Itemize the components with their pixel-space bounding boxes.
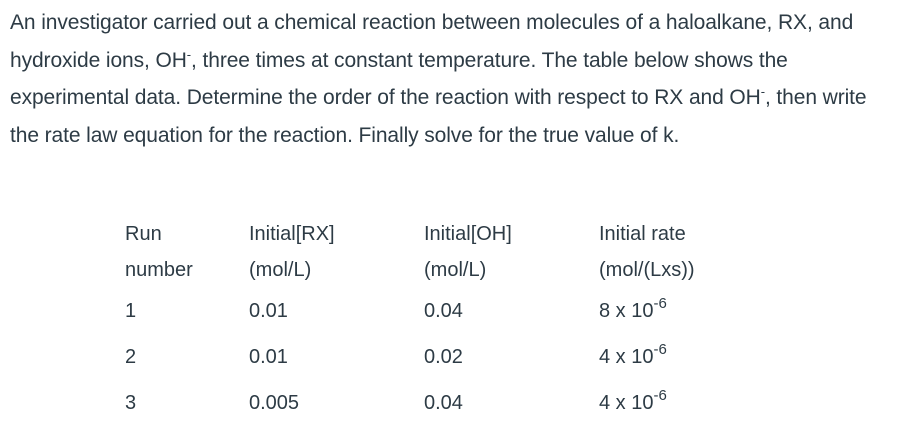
header-rx: Initial[RX] xyxy=(249,222,335,245)
header-rx-unit: (mol/L) xyxy=(249,258,312,281)
header-rate-unit: (mol/(Lxs)) xyxy=(599,258,695,281)
header-oh: Initial[OH] xyxy=(424,222,512,245)
table-row: 2 0.01 0.02 4 x 10-6 xyxy=(115,334,769,380)
initial-rate: 4 x 10-6 xyxy=(589,380,769,426)
run-number: 1 xyxy=(125,299,137,322)
run-number: 3 xyxy=(125,391,137,414)
rate-exponent: -6 xyxy=(653,386,667,404)
table-row: 3 0.005 0.04 4 x 10-6 xyxy=(115,380,769,426)
header-oh-unit: (mol/L) xyxy=(424,258,487,281)
header-run: Run xyxy=(125,222,162,245)
question-text: An investigator carried out a chemical r… xyxy=(10,4,900,154)
rate-exponent: -6 xyxy=(653,294,667,312)
experimental-data-table: Run Initial[RX] Initial[OH] Initial rate… xyxy=(115,216,769,426)
question-part-3: , then write the rate law equation for t… xyxy=(10,86,867,147)
question-part-1: An investigator carried out a chemical r… xyxy=(10,11,854,72)
initial-rate: 4 x 10-6 xyxy=(589,334,769,380)
hydroxide-charge: - xyxy=(186,46,192,62)
rx-concentration: 0.01 xyxy=(249,345,288,368)
initial-rate: 8 x 10-6 xyxy=(589,288,769,334)
rate-exponent: -6 xyxy=(653,340,667,358)
rate-base: 8 x 10 xyxy=(599,299,654,322)
header-row-1: Run Initial[RX] Initial[OH] Initial rate xyxy=(115,216,769,252)
hydroxide-charge: - xyxy=(760,84,765,99)
header-run-sub: number xyxy=(125,258,193,281)
rx-concentration: 0.01 xyxy=(249,299,288,322)
oh-concentration: 0.04 xyxy=(424,391,463,414)
header-rate: Initial rate xyxy=(599,222,686,245)
table-row: 1 0.01 0.04 8 x 10-6 xyxy=(115,288,769,334)
rate-base: 4 x 10 xyxy=(599,345,654,368)
question-part-2: , three times at constant temperature. T… xyxy=(10,48,788,110)
run-number: 2 xyxy=(125,345,137,368)
rx-concentration: 0.005 xyxy=(249,391,300,414)
oh-concentration: 0.02 xyxy=(424,345,463,368)
header-row-2: number (mol/L) (mol/L) (mol/(Lxs)) xyxy=(115,252,769,288)
rate-base: 4 x 10 xyxy=(599,391,654,414)
question-paragraph: An investigator carried out a chemical r… xyxy=(10,4,900,154)
oh-concentration: 0.04 xyxy=(424,299,463,322)
